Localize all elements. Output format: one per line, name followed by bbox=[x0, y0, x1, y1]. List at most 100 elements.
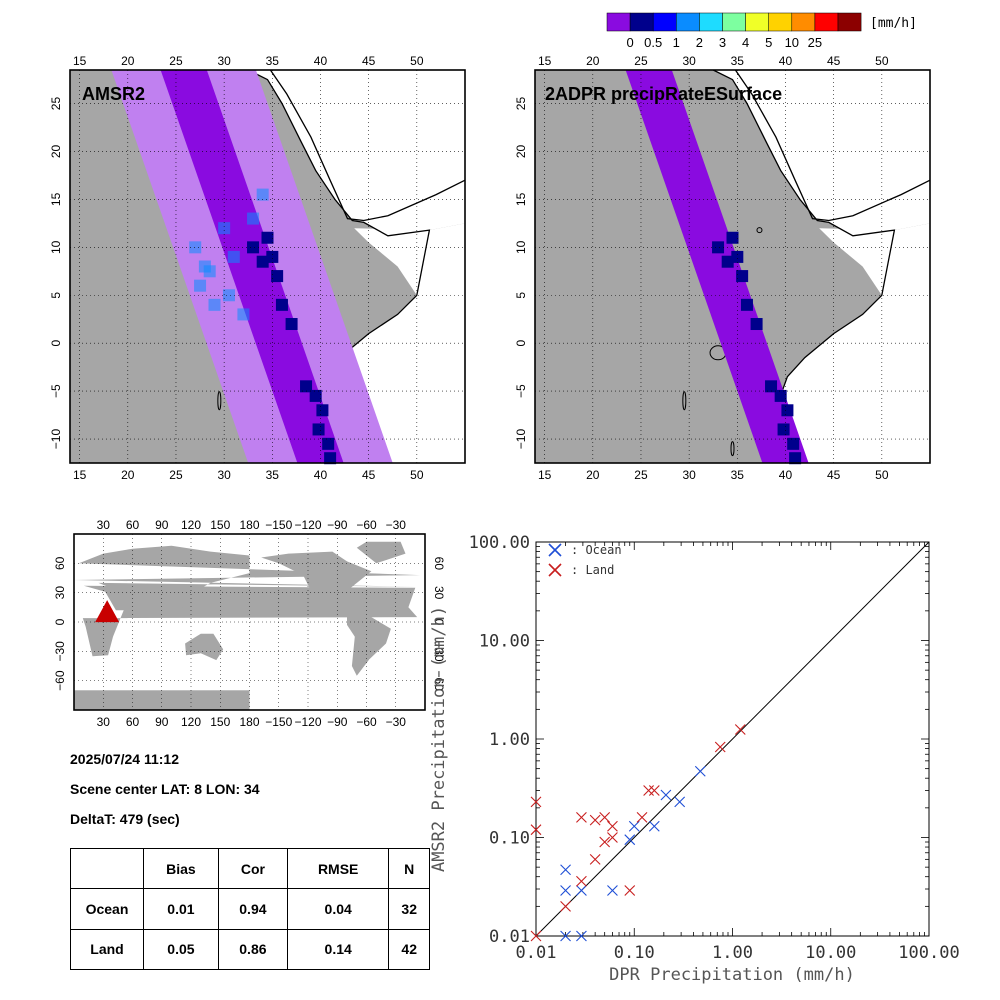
lat-tick-label: −10 bbox=[49, 429, 63, 450]
scatter-point bbox=[674, 796, 686, 808]
y-tick-label: 0.01 bbox=[489, 927, 530, 947]
rain-cell bbox=[237, 308, 250, 321]
stats-header-row: Bias Cor RMSE N bbox=[70, 847, 430, 890]
delta-t-label: DeltaT: 479 (sec) bbox=[70, 811, 180, 827]
globe-lon-tick-label: 120 bbox=[181, 518, 201, 532]
colorbar-swatch bbox=[722, 12, 746, 32]
lat-tick-label: 5 bbox=[49, 292, 63, 299]
scatter-plot: 0.01 0.10 1.00 10.00 100.00 0.01 0.10 1.00 10.00… bbox=[429, 533, 960, 985]
scatter-point bbox=[660, 789, 672, 801]
x-axis-label: DPR Precipitation (mm/h) bbox=[609, 965, 855, 985]
scatter-points bbox=[530, 724, 746, 942]
scatter-point bbox=[576, 875, 587, 887]
stats-rmse: 0.04 bbox=[286, 888, 390, 930]
y-tick-label: 1.00 bbox=[489, 730, 530, 750]
rain-cell bbox=[218, 222, 231, 235]
stats-bias: 0.05 bbox=[143, 928, 219, 971]
colorbar-tick-label: 3 bbox=[719, 35, 726, 50]
scatter-point bbox=[624, 834, 636, 846]
x-tick-label: 1.00 bbox=[712, 943, 753, 963]
lon-tick-label: 30 bbox=[217, 468, 231, 482]
globe-lon-tick-label: −30 bbox=[386, 518, 407, 532]
globe-lat-tick-label: −30 bbox=[53, 641, 67, 662]
scatter-point bbox=[599, 836, 611, 848]
globe-frame bbox=[73, 533, 426, 711]
lat-tick-label: 25 bbox=[49, 97, 63, 111]
map-frame bbox=[69, 69, 466, 464]
coastline bbox=[269, 69, 466, 222]
lake-outline bbox=[217, 391, 222, 411]
stats-row-label: Land bbox=[70, 928, 144, 971]
colorbar-swatch bbox=[629, 12, 654, 32]
lat-tick-label: 20 bbox=[49, 144, 63, 158]
colorbar-swatch bbox=[676, 12, 700, 32]
lon-tick-label: 50 bbox=[410, 468, 424, 482]
colorbar: 0 0.5 1 2 3 4 5 10 25 [mm/h] bbox=[606, 12, 917, 50]
datetime-label: 2025/07/24 11:12 bbox=[70, 751, 179, 767]
coastline bbox=[712, 69, 896, 464]
lon-tick-label: 25 bbox=[634, 468, 648, 482]
rain-cell bbox=[275, 298, 288, 311]
rain-cell bbox=[789, 452, 802, 465]
y-tick-label: 0.10 bbox=[489, 829, 530, 849]
globe-lon-tick-label: 60 bbox=[126, 715, 140, 729]
rain-cell bbox=[765, 380, 778, 393]
colorbar-tick-label: 25 bbox=[808, 35, 822, 50]
scene-location-marker-icon bbox=[95, 600, 120, 623]
rain-cell bbox=[247, 241, 260, 254]
colorbar-tick-label: 1 bbox=[673, 35, 680, 50]
globe-lon-tick-label: −90 bbox=[327, 715, 348, 729]
rain-cell bbox=[777, 423, 790, 436]
x-tick-label: 0.10 bbox=[614, 943, 655, 963]
globe-lon-tick-label: −60 bbox=[356, 715, 377, 729]
scatter-point bbox=[624, 885, 636, 896]
colorbar-swatch bbox=[699, 12, 723, 32]
lon-tick-label: 25 bbox=[169, 54, 183, 68]
globe-lon-tick-label: 90 bbox=[155, 715, 169, 729]
scatter-point bbox=[576, 885, 587, 896]
globe-lat-tick-label: 0 bbox=[53, 618, 67, 625]
stats-row-label: Ocean bbox=[70, 888, 144, 930]
scatter-point bbox=[607, 820, 618, 832]
scatter-point bbox=[628, 820, 640, 832]
lon-tick-label: 40 bbox=[779, 468, 793, 482]
map-grid bbox=[535, 70, 930, 463]
rain-cell bbox=[781, 404, 794, 417]
scatter-point bbox=[648, 785, 660, 796]
amsr2-map-title: AMSR2 bbox=[82, 84, 145, 104]
colorbar-tick-label: 0 bbox=[626, 35, 633, 50]
lon-tick-label: 50 bbox=[875, 468, 889, 482]
rain-cell bbox=[731, 250, 744, 263]
x-tick-label: 10.00 bbox=[805, 943, 856, 963]
colorbar-swatch bbox=[652, 12, 677, 32]
colorbar-swatch bbox=[791, 12, 816, 32]
coastline bbox=[734, 69, 931, 222]
globe-lon-tick-label: 180 bbox=[239, 518, 259, 532]
rain-cell bbox=[227, 250, 240, 263]
lon-tick-label: 50 bbox=[875, 54, 889, 68]
legend-label: : Ocean bbox=[571, 543, 622, 557]
stats-cor: 0.94 bbox=[217, 888, 288, 930]
y-tick-label: 10.00 bbox=[479, 632, 530, 652]
legend-label: : Land bbox=[571, 563, 614, 577]
globe-lon-tick-label: −150 bbox=[265, 715, 292, 729]
colorbar-unit: [mm/h] bbox=[870, 16, 917, 31]
rain-cell bbox=[203, 265, 216, 278]
lon-tick-label: 15 bbox=[73, 54, 87, 68]
lon-tick-label: 25 bbox=[634, 54, 648, 68]
globe-map: 303060609090120120150150180180−150−150−1… bbox=[53, 518, 446, 729]
map-grid bbox=[70, 70, 465, 463]
stats-header-n: N bbox=[388, 847, 430, 890]
lon-tick-label: 45 bbox=[827, 468, 841, 482]
colorbar-swatch bbox=[814, 12, 839, 32]
continent bbox=[347, 612, 391, 676]
stats-cor: 0.86 bbox=[217, 928, 288, 971]
x-tick-label: 100.00 bbox=[898, 943, 959, 963]
globe-lat-tick-label: 60 bbox=[53, 556, 67, 570]
stats-header-cor: Cor bbox=[217, 847, 288, 890]
scatter-point bbox=[560, 864, 571, 876]
globe-lon-tick-label: −90 bbox=[327, 518, 348, 532]
lon-tick-label: 35 bbox=[731, 468, 745, 482]
legend: : Ocean : Land bbox=[548, 543, 622, 577]
scatter-point bbox=[643, 785, 654, 796]
